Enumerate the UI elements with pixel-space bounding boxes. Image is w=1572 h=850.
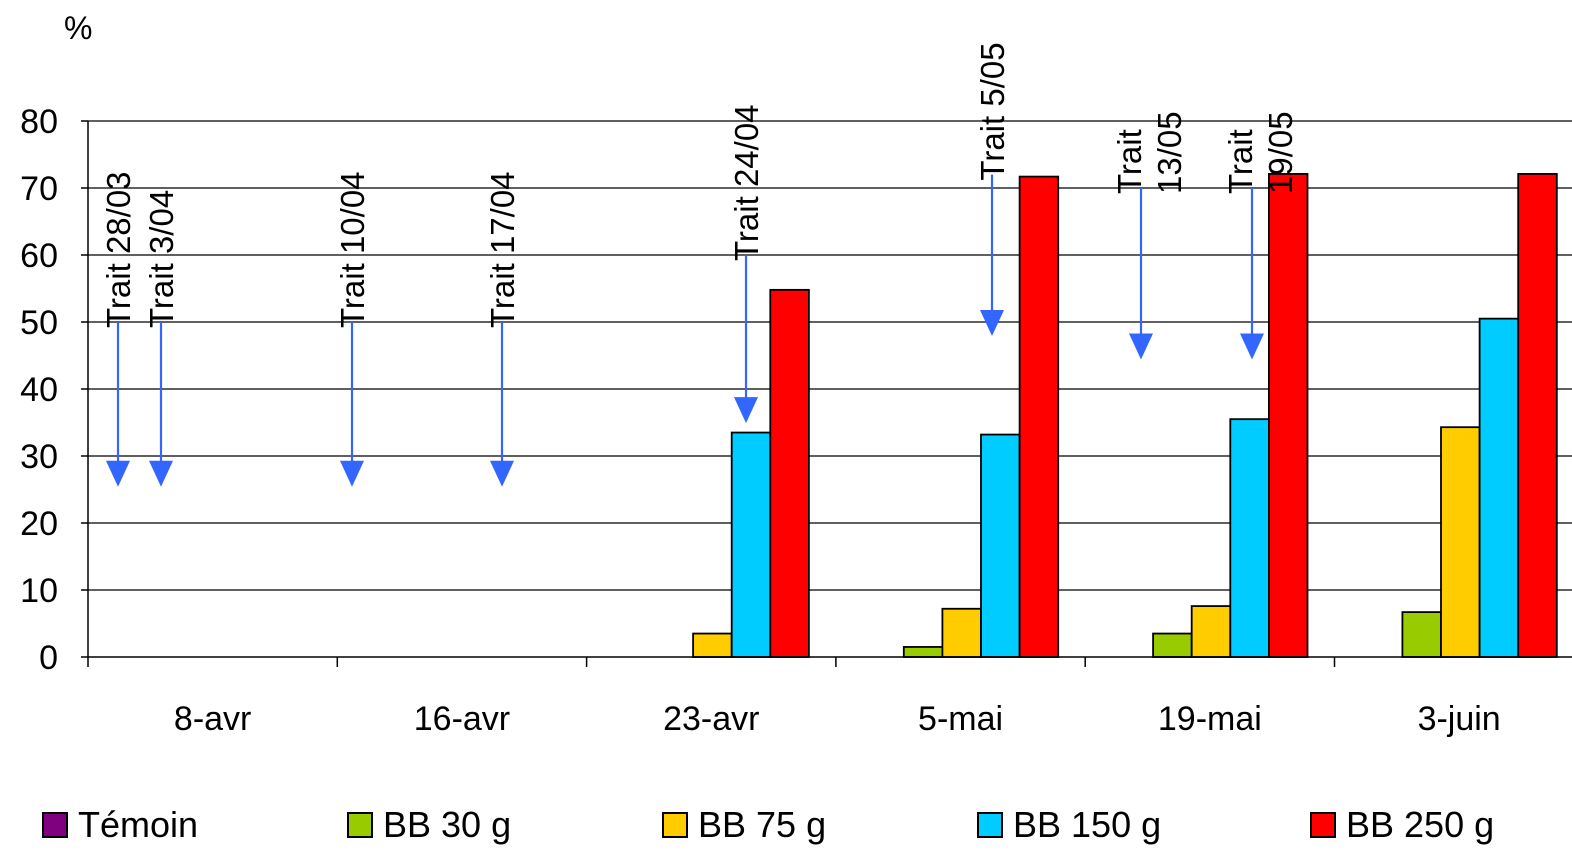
arrow-down-icon [1240,334,1264,360]
treatment-label: Trait 24/04 [728,104,765,261]
legend-label: BB 150 g [1013,804,1161,846]
bar [904,647,943,657]
x-tick-label: 8-avr [174,700,251,738]
bars [693,174,1557,657]
treatment-label: 13/05 [1151,111,1188,194]
y-tick-label: 10 [20,572,58,610]
legend-item-bb-150g: BB 150 g [977,804,1161,846]
x-tick-label: 16-avr [414,700,510,738]
arrow-down-icon [340,461,364,487]
legend-swatch [347,812,373,838]
bar [770,290,809,657]
x-tick-label: 19-mai [1158,700,1262,738]
legend-swatch [977,812,1003,838]
treatment-label: 19/05 [1262,111,1299,194]
treatment-annotations: Trait 28/03 Trait 3/04 Trait 10/04 Trait 17… [100,42,1299,486]
x-tick-label: 3-juin [1418,700,1501,738]
legend-item-bb-30g: BB 30 g [347,804,511,846]
bar [732,433,771,657]
legend-item-temoin: Témoin [42,804,198,846]
legend-label: BB 75 g [698,804,826,846]
legend-label: Témoin [78,804,198,846]
arrow-down-icon [734,397,758,423]
bar [1020,177,1059,657]
y-tick-label: 30 [20,438,58,476]
arrow-down-icon [106,461,130,487]
bar-chart: 0 10 20 30 40 50 60 70 80 8-avr 16-avr 23-avr 5-mai 1… [0,0,1572,800]
bar [693,634,732,657]
bar [1402,612,1441,657]
bar [1230,419,1269,657]
arrow-down-icon [1129,334,1153,360]
legend-item-bb-250g: BB 250 g [1310,804,1494,846]
bar [1192,606,1231,657]
x-tick-label: 5-mai [918,700,1003,738]
treatment-label: Trait 28/03 [100,171,137,328]
legend-label: BB 250 g [1346,804,1494,846]
bar [1269,174,1308,657]
legend-label: BB 30 g [383,804,511,846]
legend-swatch [42,812,68,838]
bar [1480,319,1519,657]
bar [1441,427,1480,657]
treatment-label: Trait 5/05 [974,42,1011,180]
treatment-label: Trait 17/04 [484,171,521,328]
legend: Témoin BB 30 g BB 75 g BB 150 g BB 250 g [0,800,1572,850]
bar [1153,634,1192,657]
treatment-label: Trait [1222,129,1259,194]
gridlines [88,121,1572,590]
y-tick-label: 80 [20,103,58,141]
arrow-down-icon [980,310,1004,336]
arrow-down-icon [149,461,173,487]
treatment-label: Trait 3/04 [143,190,180,328]
bar [1518,174,1557,657]
y-tick-label: 50 [20,304,58,342]
x-tick-label: 23-avr [663,700,759,738]
y-tick-label: 20 [20,505,58,543]
y-tick-label: 0 [39,639,58,677]
legend-swatch [662,812,688,838]
y-tick-label: 70 [20,170,58,208]
arrow-down-icon [490,461,514,487]
bar [942,609,981,657]
treatment-label: Trait 10/04 [334,171,371,328]
legend-item-bb-75g: BB 75 g [662,804,826,846]
treatment-label: Trait [1111,129,1148,194]
legend-swatch [1310,812,1336,838]
bar [981,435,1020,657]
y-tick-label: 60 [20,237,58,275]
y-tick-label: 40 [20,371,58,409]
